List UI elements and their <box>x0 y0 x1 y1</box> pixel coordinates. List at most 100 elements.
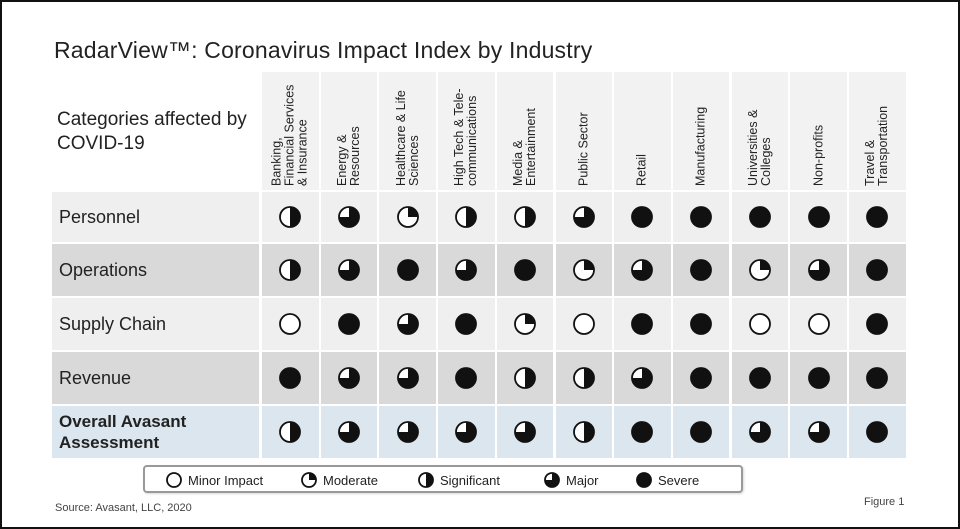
harvey-ball-severe <box>690 367 713 389</box>
legend-item: Major <box>543 471 599 489</box>
harvey-ball-significant <box>455 206 478 228</box>
impact-cell <box>849 406 906 458</box>
impact-cell <box>731 192 789 242</box>
source-note: Source: Avasant, LLC, 2020 <box>55 502 192 514</box>
harvey-ball-major <box>455 259 478 281</box>
impact-cell <box>672 406 730 458</box>
impact-cell <box>379 406 436 458</box>
harvey-ball-major <box>396 367 419 389</box>
column-header-line: Manufacturing <box>693 106 708 186</box>
row-label: Supply Chain <box>52 298 259 350</box>
legend-label: Moderate <box>323 472 378 488</box>
impact-cell <box>438 406 495 458</box>
legend-label: Severe <box>658 472 700 488</box>
column-header-line: Sciences <box>406 135 421 186</box>
column-header: Energy & Resources <box>320 72 378 190</box>
harvey-ball-significant <box>279 206 302 228</box>
harvey-ball-major <box>807 259 830 281</box>
impact-cell <box>438 298 495 350</box>
harvey-ball-moderate <box>514 313 536 335</box>
harvey-ball-severe <box>690 206 713 228</box>
impact-cell <box>614 406 671 458</box>
impact-cell <box>379 192 436 242</box>
harvey-ball-severe <box>455 367 478 389</box>
column-header-line: Entertainment <box>524 108 539 186</box>
legend: Minor Impact Moderate Significant Major Seve… <box>143 465 743 493</box>
harvey-ball-significant <box>514 206 536 228</box>
column-header-label: Banking, Financial Services & Insurance <box>270 85 310 186</box>
impact-cell <box>614 244 671 296</box>
impact-cell <box>320 298 378 350</box>
column-header: Non-profits <box>790 72 847 190</box>
impact-cell <box>672 352 730 404</box>
legend-label: Significant <box>440 472 500 488</box>
impact-cell <box>731 352 789 404</box>
harvey-ball-minor <box>279 313 302 335</box>
impact-cell <box>438 192 495 242</box>
column-header-label: Retail <box>634 154 649 186</box>
impact-cell <box>731 244 789 296</box>
legend-item: Minor Impact <box>165 471 263 489</box>
legend-ball-major <box>544 472 560 488</box>
harvey-ball-severe <box>514 259 536 281</box>
impact-cell <box>731 406 789 458</box>
harvey-ball-severe <box>631 206 654 228</box>
column-header-label: High Tech & Tele-communications <box>452 88 479 186</box>
column-header-line: & Insurance <box>295 119 310 186</box>
legend-label: Minor Impact <box>188 472 264 488</box>
harvey-ball-significant <box>572 421 595 443</box>
legend-ball-severe <box>636 472 652 488</box>
impact-cell <box>496 406 554 458</box>
harvey-ball-severe <box>866 313 889 335</box>
impact-cell <box>849 192 906 242</box>
impact-cell <box>379 352 436 404</box>
harvey-ball-major <box>396 313 419 335</box>
harvey-ball-significant <box>572 367 595 389</box>
harvey-ball-significant <box>279 421 302 443</box>
harvey-ball-moderate <box>572 259 595 281</box>
harvey-ball-minor <box>807 313 830 335</box>
impact-cell <box>262 406 319 458</box>
chart-title: RadarView™: Coronavirus Impact Index by … <box>54 37 593 63</box>
harvey-ball-major <box>631 259 654 281</box>
harvey-ball-severe <box>807 206 830 228</box>
legend-ball-significant <box>418 472 434 488</box>
column-header: Travel & Transportation <box>849 72 906 190</box>
impact-cell <box>672 244 730 296</box>
impact-cell <box>614 192 671 242</box>
column-header-line: Retail <box>634 154 649 186</box>
impact-cell <box>790 244 847 296</box>
column-header-label: Public Sector <box>576 112 591 186</box>
impact-cell <box>790 406 847 458</box>
column-header-line: Non-profits <box>811 124 826 186</box>
row-label: Overall Avasant Assessment <box>52 406 259 458</box>
harvey-ball-severe <box>748 206 771 228</box>
harvey-ball-significant <box>279 259 302 281</box>
impact-cell <box>672 298 730 350</box>
column-header-line: Colleges <box>758 137 773 186</box>
harvey-ball-major <box>514 421 536 443</box>
harvey-ball-severe <box>866 421 889 443</box>
impact-cell <box>555 298 612 350</box>
legend-item: Moderate <box>300 471 378 489</box>
figure-label: Figure 1 <box>864 496 905 508</box>
legend-ball-moderate <box>301 472 317 488</box>
harvey-ball-severe <box>807 367 830 389</box>
row-label: Personnel <box>52 192 259 242</box>
impact-cell <box>320 352 378 404</box>
impact-cell <box>320 244 378 296</box>
column-header: Retail <box>614 72 671 190</box>
impact-cell <box>672 192 730 242</box>
harvey-ball-major <box>807 421 830 443</box>
column-header-label: Travel & Transportation <box>863 105 891 186</box>
harvey-ball-major <box>338 421 360 443</box>
impact-cell <box>320 406 378 458</box>
impact-cell <box>555 352 612 404</box>
column-header-line: Transportation <box>876 105 891 186</box>
impact-cell <box>555 192 612 242</box>
column-header-line: Public Sector <box>576 112 591 186</box>
impact-cell <box>496 244 554 296</box>
harvey-ball-severe <box>396 259 419 281</box>
impact-cell <box>496 298 554 350</box>
